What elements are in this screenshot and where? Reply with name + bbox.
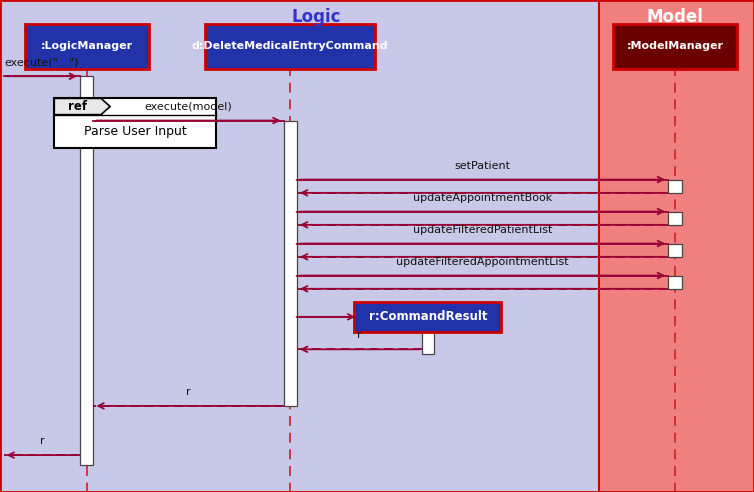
Bar bbox=[284, 121, 297, 406]
Text: :ModelManager: :ModelManager bbox=[627, 41, 723, 51]
Text: updateAppointmentBook: updateAppointmentBook bbox=[413, 193, 552, 203]
FancyBboxPatch shape bbox=[354, 302, 501, 332]
Text: r: r bbox=[39, 436, 44, 446]
Text: r:CommandResult: r:CommandResult bbox=[369, 310, 487, 323]
Bar bbox=[599, 0, 754, 492]
Text: d:DeleteMedicalEntryCommand: d:DeleteMedicalEntryCommand bbox=[192, 41, 388, 51]
Text: updateFilteredAppointmentList: updateFilteredAppointmentList bbox=[397, 257, 569, 267]
Text: r: r bbox=[357, 331, 362, 340]
FancyBboxPatch shape bbox=[25, 24, 149, 69]
Text: updateFilteredPatientList: updateFilteredPatientList bbox=[413, 225, 552, 235]
FancyBboxPatch shape bbox=[612, 24, 737, 69]
Text: r: r bbox=[186, 387, 191, 397]
Text: :LogicManager: :LogicManager bbox=[41, 41, 133, 51]
Text: Logic: Logic bbox=[292, 8, 342, 26]
Bar bbox=[80, 76, 93, 465]
Text: setPatient: setPatient bbox=[455, 161, 510, 171]
Text: ref: ref bbox=[68, 100, 87, 113]
Text: Model: Model bbox=[646, 8, 703, 26]
Text: execute(model): execute(model) bbox=[145, 102, 232, 112]
Bar bbox=[668, 180, 682, 193]
FancyBboxPatch shape bbox=[205, 24, 375, 69]
Text: execute("..."): execute("...") bbox=[5, 58, 79, 67]
Bar bbox=[422, 330, 434, 354]
Bar bbox=[54, 98, 216, 148]
Bar bbox=[0, 0, 599, 492]
Text: Parse User Input: Parse User Input bbox=[84, 124, 187, 138]
Bar bbox=[668, 276, 682, 289]
Bar bbox=[668, 244, 682, 257]
Polygon shape bbox=[54, 98, 110, 115]
Bar bbox=[668, 212, 682, 225]
